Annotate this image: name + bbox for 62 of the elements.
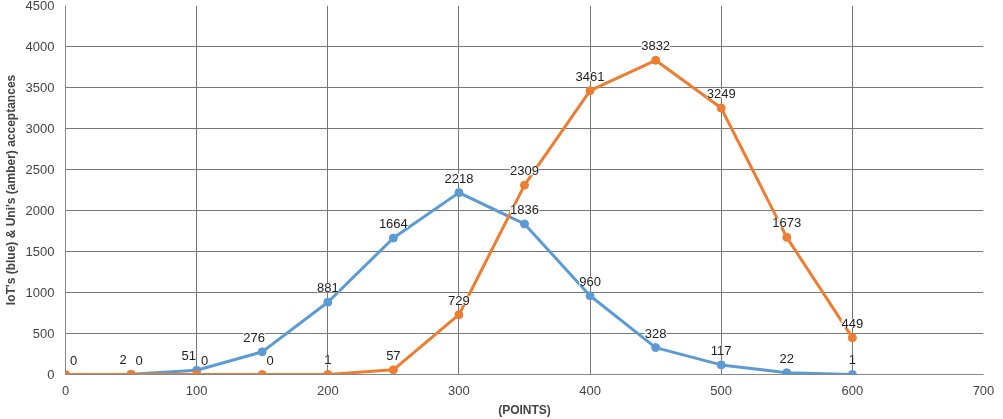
y-tick-label: 2500 — [25, 162, 55, 177]
data-label: 1 — [324, 352, 332, 368]
point — [585, 291, 595, 301]
data-label: 328 — [644, 325, 667, 341]
point — [585, 86, 595, 96]
point — [716, 103, 726, 113]
data-label: 1664 — [378, 216, 408, 232]
x-axis-title: (POINTS) — [498, 402, 551, 417]
y-tick-label: 2000 — [25, 203, 55, 218]
x-tick-label: 500 — [710, 382, 733, 398]
data-label: 117 — [710, 342, 732, 358]
data-label: 2309 — [510, 163, 539, 179]
point — [454, 310, 464, 320]
point — [388, 233, 398, 243]
y-axis-title: IoT's (blue) & Uni's (amber) acceptances — [3, 74, 18, 306]
data-label: 22 — [779, 350, 795, 366]
data-label: 2218 — [444, 170, 474, 186]
y-tick-label: 1500 — [25, 244, 55, 259]
y-tick-label: 500 — [32, 326, 55, 341]
data-label: 729 — [448, 292, 470, 308]
data-label: 3461 — [575, 68, 605, 84]
y-tick-label: 4500 — [25, 0, 55, 13]
point — [257, 347, 267, 357]
point — [388, 365, 398, 375]
y-tick-label: 0 — [47, 367, 55, 382]
point — [782, 368, 792, 375]
x-tick-label: 400 — [579, 382, 601, 398]
data-label: 57 — [386, 347, 401, 363]
data-label: 3249 — [706, 86, 736, 102]
data-label: 2 — [119, 352, 127, 368]
data-label: 1673 — [772, 215, 802, 231]
x-tick-label: 0 — [61, 382, 70, 398]
y-tick-label: 4000 — [25, 39, 55, 54]
data-label: 1836 — [510, 201, 539, 217]
y-tick-label: 3500 — [25, 80, 55, 95]
data-label: 960 — [579, 273, 601, 289]
point — [323, 297, 333, 307]
data-label: 3832 — [641, 38, 671, 54]
x-tick-label: 600 — [841, 382, 864, 398]
point — [716, 360, 726, 370]
data-label: 0 — [201, 352, 209, 368]
x-tick-label: 200 — [316, 382, 339, 398]
point — [651, 55, 661, 65]
data-label: 0 — [135, 352, 143, 368]
data-label: 449 — [841, 315, 864, 331]
data-label: 1 — [848, 352, 856, 368]
y-tick-label: 1000 — [25, 285, 55, 300]
point — [520, 180, 529, 190]
x-tick-label: 300 — [448, 382, 470, 398]
x-tick-label: 100 — [185, 382, 208, 398]
point — [782, 232, 792, 242]
point — [520, 219, 529, 229]
data-label: 276 — [243, 329, 266, 345]
point — [847, 333, 857, 343]
y-tick-label: 3000 — [25, 121, 55, 136]
data-label: 0 — [266, 352, 274, 368]
point — [454, 188, 464, 198]
data-label: 51 — [181, 348, 196, 364]
x-tick-label: 700 — [972, 382, 995, 398]
data-label: 881 — [316, 280, 339, 296]
data-label: 0 — [69, 352, 78, 368]
point — [651, 343, 661, 353]
